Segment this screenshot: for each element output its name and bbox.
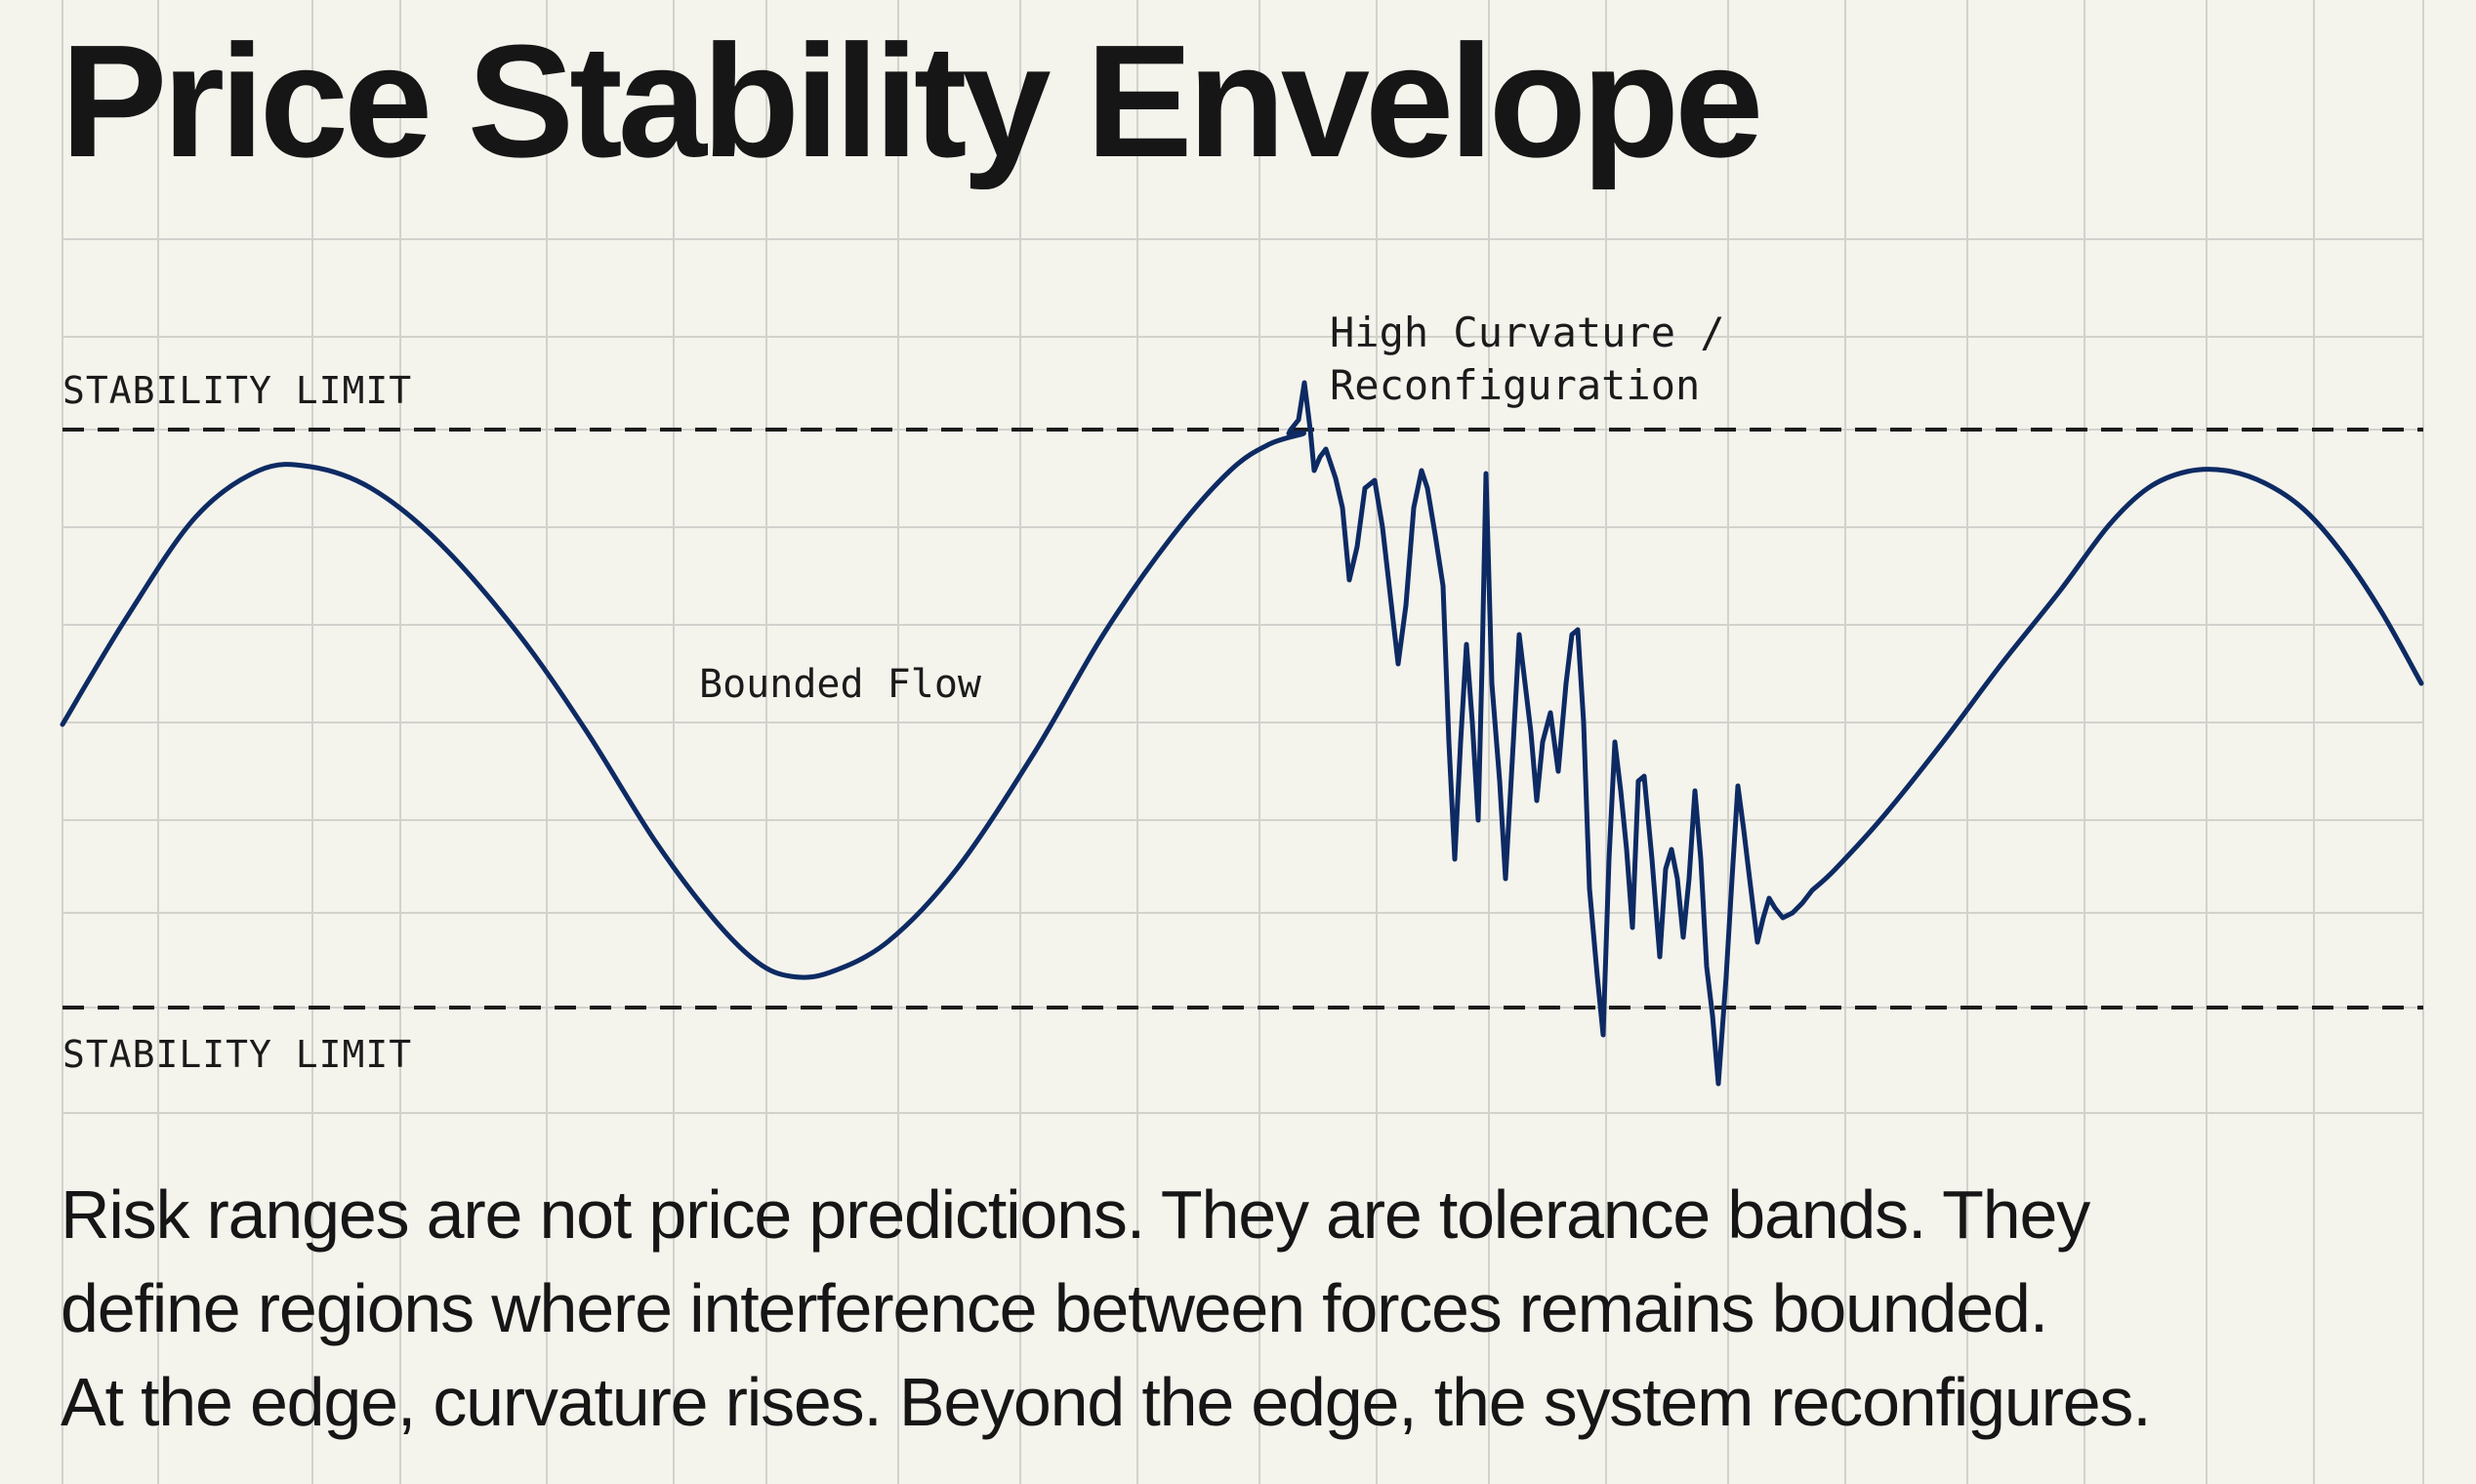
caption-line-3: At the edge, curvature rises. Beyond the… <box>61 1364 2152 1440</box>
grid-lines <box>62 0 2424 1484</box>
price-wave-curve <box>60 380 2424 1087</box>
caption-paragraph: Risk ranges are not price predictions. T… <box>61 1168 2443 1449</box>
lower-stability-limit-label: STABILITY LIMIT <box>62 1033 413 1076</box>
curvature-annotation-line-1: High Curvature / <box>1330 309 1725 356</box>
caption-line-1: Risk ranges are not price predictions. T… <box>61 1176 2090 1253</box>
bounded-flow-label: Bounded Flow <box>699 662 981 707</box>
curvature-annotation-line-2: Reconfiguration <box>1330 361 1701 409</box>
page-title: Price Stability Envelope <box>61 12 1763 190</box>
high-curvature-annotation: High Curvature / Reconfiguration <box>1330 307 1725 412</box>
upper-stability-limit-label: STABILITY LIMIT <box>62 369 413 412</box>
caption-line-2: define regions where interference betwee… <box>61 1270 2048 1346</box>
